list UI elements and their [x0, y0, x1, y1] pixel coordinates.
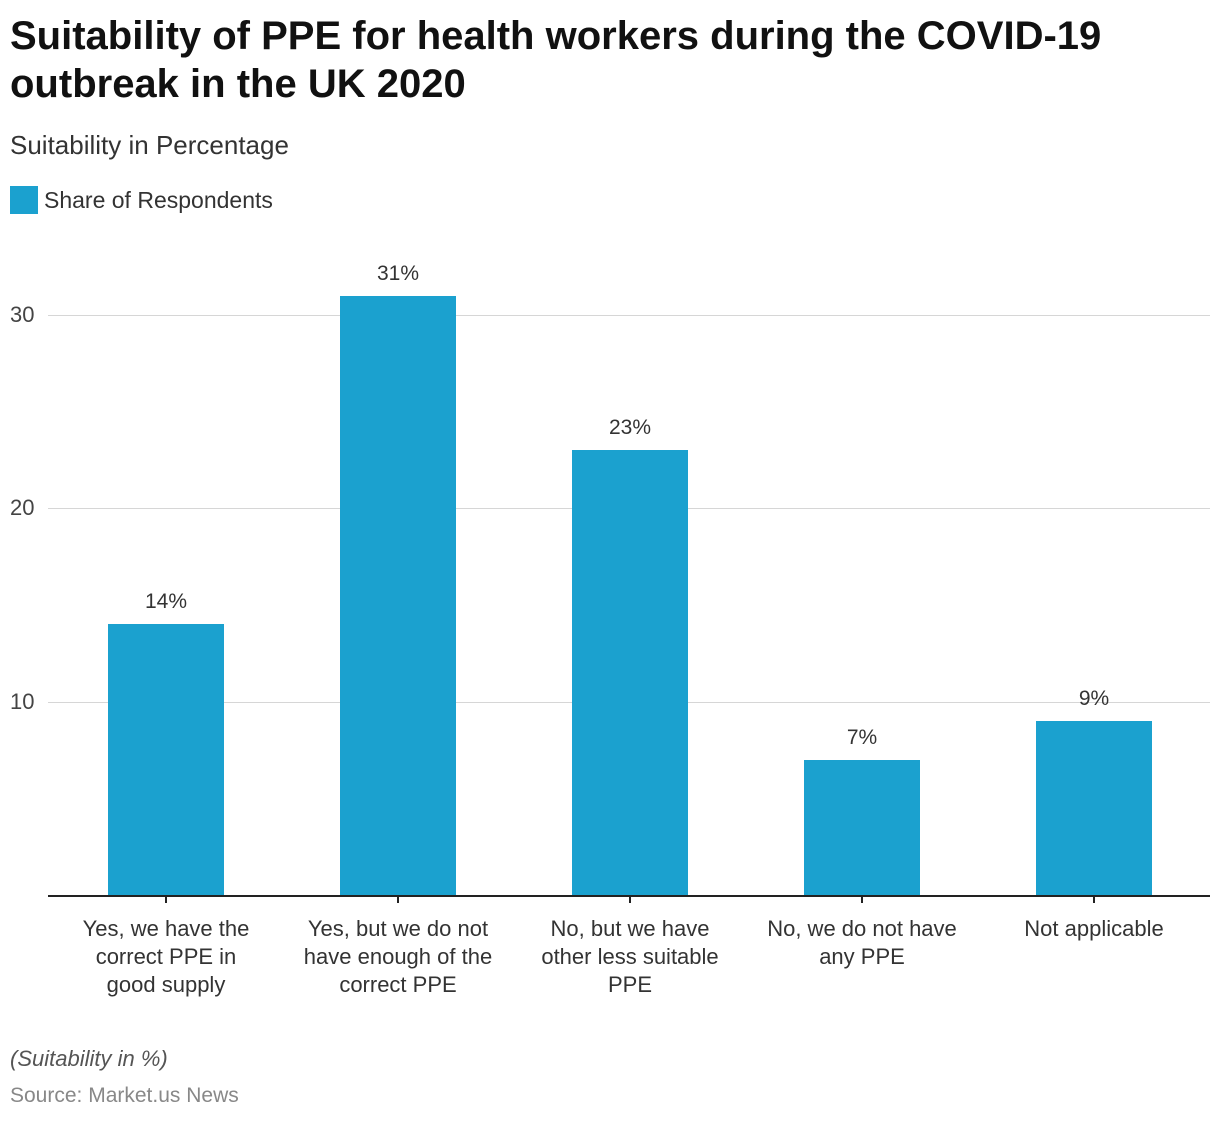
- x-tick-label: Not applicable: [1024, 916, 1164, 941]
- x-tick-label: No, but we have other less suitable PPE: [541, 916, 719, 997]
- y-tick-label: 20: [10, 495, 35, 521]
- source: Source: Market.us News: [10, 1084, 239, 1107]
- x-tick: [1093, 895, 1095, 903]
- footnote: (Suitability in %): [10, 1046, 168, 1071]
- chart-subtitle: Suitability in Percentage: [10, 130, 289, 160]
- bar: [804, 759, 920, 895]
- x-tick-label: Yes, we have the correct PPE in good suppl…: [82, 916, 250, 997]
- legend-swatch: [10, 186, 38, 214]
- legend-label: Share of Respondents: [44, 186, 273, 213]
- data-label: 23%: [608, 416, 652, 440]
- legend: Share of Respondents: [10, 186, 273, 214]
- x-tick-label: No, we do not have any PPE: [767, 916, 957, 969]
- data-label: 14%: [144, 590, 188, 614]
- bar: [108, 624, 224, 895]
- chart-title: Suitability of PPE for health workers du…: [10, 14, 1102, 106]
- gridline: [48, 315, 1210, 317]
- data-label: 9%: [1078, 687, 1110, 711]
- x-tick: [397, 895, 399, 903]
- bar: [572, 450, 688, 895]
- data-label: 7%: [846, 725, 878, 749]
- x-tick: [629, 895, 631, 903]
- data-label: 31%: [376, 261, 420, 285]
- x-tick-label: Yes, but we do not have enough of the corr…: [303, 916, 493, 997]
- x-tick: [861, 895, 863, 903]
- bar: [1036, 721, 1152, 895]
- y-tick-label: 10: [10, 688, 35, 714]
- y-tick-label: 30: [10, 302, 35, 328]
- x-tick: [165, 895, 167, 903]
- bar: [340, 295, 456, 895]
